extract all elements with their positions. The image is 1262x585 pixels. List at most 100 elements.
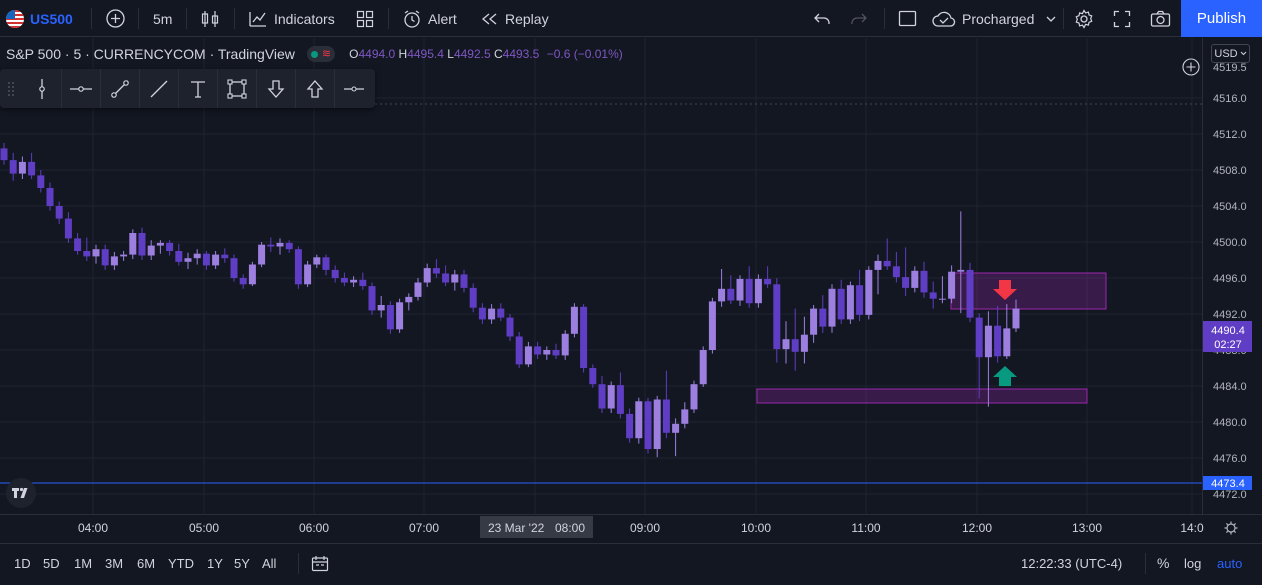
candle [552, 343, 560, 359]
axis-settings-icon[interactable] [1224, 521, 1238, 535]
toolbar-divider [138, 8, 139, 29]
toolbar-divider [388, 8, 389, 29]
chart-type-button[interactable] [201, 0, 219, 37]
alert-label: Alert [428, 10, 457, 27]
supply-zone-rectangle[interactable] [950, 272, 1107, 310]
time-axis[interactable]: 04:00 05:00 06:00 07:00 09:00 10:00 11:00 12:00… [78, 521, 1204, 535]
candle [285, 240, 293, 253]
candle [506, 314, 514, 341]
range-button-all[interactable]: All [262, 555, 277, 571]
candle [488, 304, 496, 324]
candle [368, 282, 376, 315]
candle [902, 247, 910, 296]
horizontal-ray-tool[interactable] [61, 69, 100, 108]
candle [184, 252, 192, 269]
candle [340, 272, 348, 287]
open-value: 4494.0 [358, 47, 396, 61]
legend-title[interactable]: S&P 500 · 5 · CURRENCYCOM · TradingView [6, 46, 295, 62]
chart-canvas[interactable]: 4516.0 4512.0 4508.0 4504.0 4500.0 4496.0 4492… [0, 38, 1262, 543]
candle [230, 254, 238, 282]
range-button-5y[interactable]: 5Y [234, 555, 250, 571]
indicators-button[interactable]: Indicators [248, 0, 335, 37]
goto-date-button[interactable] [311, 544, 329, 582]
candle [414, 278, 422, 301]
candle [589, 364, 597, 388]
toolbar-divider [884, 8, 885, 29]
toolbar-divider [186, 8, 187, 29]
save-layout-button[interactable]: Procharged [932, 0, 1056, 37]
trend-line-tool[interactable] [100, 69, 139, 108]
fullscreen-button[interactable] [1113, 0, 1131, 37]
time-tick-label: 06:00 [299, 521, 329, 535]
range-button-1m[interactable]: 1M [74, 555, 93, 571]
low-label: L [447, 47, 454, 61]
auto-scale-toggle[interactable]: auto [1217, 555, 1243, 571]
candle [248, 261, 256, 287]
arrow-down-marker[interactable] [993, 280, 1017, 300]
candle [120, 251, 128, 261]
candle [156, 240, 164, 254]
candle [46, 182, 54, 211]
candle [92, 244, 100, 264]
range-button-6m[interactable]: 6M [137, 555, 156, 571]
rectangle-tool[interactable] [217, 69, 256, 108]
clock-display[interactable]: 12:22:33 (UTC-4) [1021, 555, 1123, 571]
plus-circle-icon [106, 9, 125, 28]
candle [754, 274, 762, 308]
price-axis[interactable]: 4516.0 4512.0 4508.0 4504.0 4500.0 4496.0 4492… [1213, 93, 1247, 501]
alert-button[interactable]: Alert [402, 0, 457, 37]
templates-button[interactable] [356, 0, 374, 37]
range-button-5d[interactable]: 5D [43, 555, 60, 571]
demand-zone-rectangle[interactable] [756, 388, 1088, 404]
candle [690, 380, 698, 413]
arrow-up-marker[interactable] [993, 366, 1017, 386]
candle [874, 254, 882, 295]
interval-button[interactable]: 5m [153, 0, 172, 37]
range-button-1y[interactable]: 1Y [207, 555, 223, 571]
settings-button[interactable] [1074, 0, 1094, 37]
time-tick-label: 05:00 [189, 521, 219, 535]
single-layout-icon [898, 10, 917, 27]
add-plus-button[interactable] [1182, 58, 1200, 76]
undo-button[interactable] [813, 0, 831, 37]
price-tick-label: 4472.0 [1213, 489, 1247, 501]
horizontal-line-tool[interactable] [334, 69, 373, 108]
candle [37, 170, 45, 193]
price-axis-top-label: 4519.5 [1213, 62, 1247, 74]
candle [55, 201, 63, 224]
candle [138, 227, 146, 260]
layout-select-button[interactable] [898, 0, 917, 37]
snapshot-button[interactable] [1150, 0, 1171, 37]
text-tool[interactable] [178, 69, 217, 108]
vertical-line-tool[interactable] [22, 69, 61, 108]
percent-scale-toggle[interactable]: % [1157, 555, 1170, 571]
candle [396, 298, 404, 333]
price-line-label: 4473.4 [1203, 476, 1252, 490]
tradingview-logo[interactable] [6, 478, 36, 508]
time-tick-label: 10:00 [741, 521, 771, 535]
range-button-3m[interactable]: 3M [105, 555, 124, 571]
range-button-ytd[interactable]: YTD [168, 555, 194, 571]
price-line-value: 4473.4 [1211, 478, 1245, 490]
replay-button[interactable]: Replay [481, 0, 549, 37]
candle [865, 266, 873, 320]
arrow-up-tool[interactable] [295, 69, 334, 108]
arrow-down-tool[interactable] [256, 69, 295, 108]
time-tick-label: 04:00 [78, 521, 108, 535]
symbol-search-button[interactable]: US500 [6, 0, 73, 37]
crosshair-date-label: 23 Mar '22 08:00 [480, 516, 593, 538]
time-tick-label: 07:00 [409, 521, 439, 535]
range-button-1d[interactable]: 1D [14, 555, 31, 571]
log-scale-toggle[interactable]: log [1184, 555, 1202, 571]
toolbar-divider [1063, 8, 1064, 29]
candle [524, 341, 532, 368]
currency-button[interactable]: USD [1211, 44, 1250, 63]
publish-button[interactable]: Publish [1181, 0, 1262, 37]
candle [515, 332, 523, 368]
candle [294, 246, 302, 289]
drag-handle[interactable] [0, 69, 22, 108]
compare-symbol-button[interactable] [106, 0, 125, 37]
market-status-badge[interactable]: ≋ [306, 46, 336, 62]
horizontal-ray-icon [70, 85, 92, 92]
line-tool[interactable] [139, 69, 178, 108]
